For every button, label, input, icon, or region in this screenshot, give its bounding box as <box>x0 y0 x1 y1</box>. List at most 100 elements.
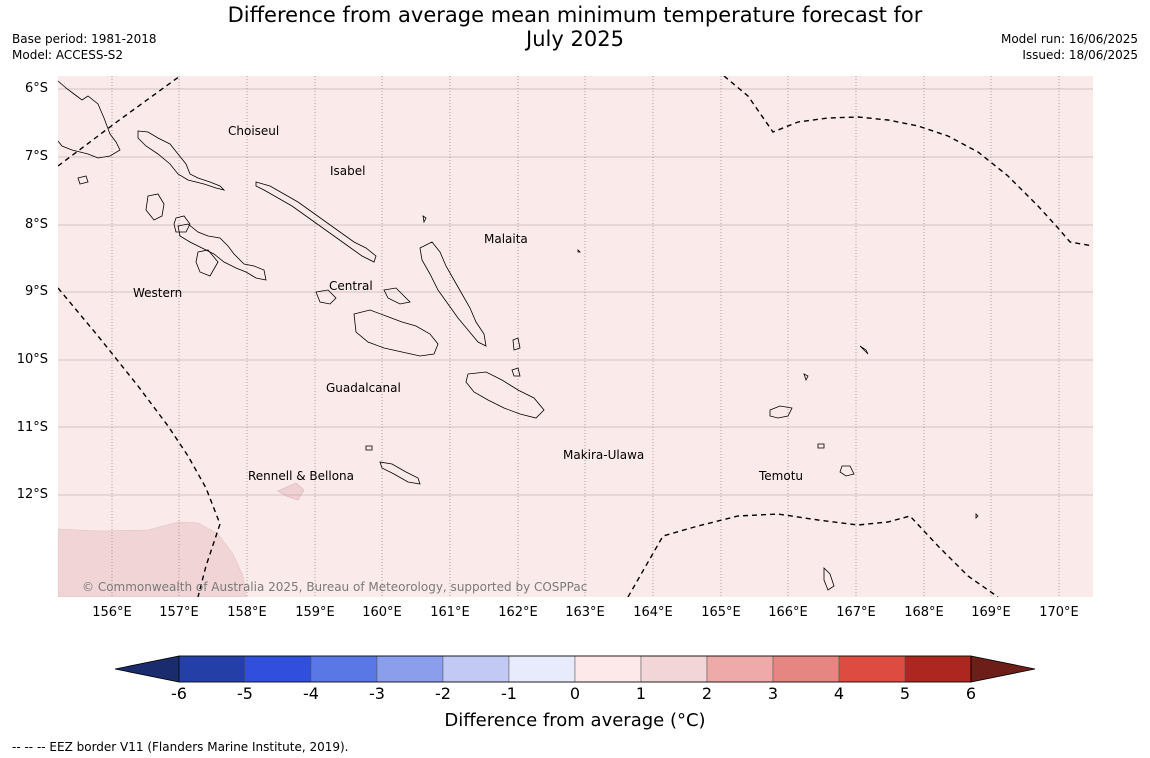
lat-label-9s: 9°S <box>24 284 48 299</box>
bellona-island <box>365 445 373 451</box>
cb-tick-m4: -4 <box>303 684 319 703</box>
lat-label-12s: 12°S <box>16 487 48 502</box>
colorbar <box>115 655 1036 683</box>
rennell-island <box>379 461 421 485</box>
map-area <box>58 76 1093 597</box>
cb-tick-6: 6 <box>965 684 977 703</box>
anuta <box>975 513 979 519</box>
colorbar-over-arrow <box>970 655 1036 683</box>
choiseul-island <box>137 130 226 191</box>
lon-label-166e: 166°E <box>768 605 808 620</box>
florida-islands <box>315 289 337 305</box>
rennell-patch <box>277 482 305 501</box>
region-guadalcanal: Guadalcanal <box>326 381 401 395</box>
lon-label-159e: 159°E <box>295 605 335 620</box>
lon-label-158e: 158°E <box>227 605 267 620</box>
colorbar-bin <box>508 655 576 683</box>
cb-tick-2: 2 <box>701 684 713 703</box>
utupua <box>817 443 825 449</box>
lat-label-8s: 8°S <box>24 217 48 232</box>
anomaly-patch <box>58 521 247 597</box>
colorbar-under-arrow <box>115 655 180 683</box>
malaita-island <box>419 241 487 347</box>
eez-northeast <box>723 76 1093 247</box>
duff-islands <box>859 345 869 355</box>
cb-tick-m2: -2 <box>435 684 451 703</box>
russell-islands <box>383 287 411 305</box>
title-line-1: Difference from average mean minimum tem… <box>227 3 923 27</box>
region-temotu: Temotu <box>759 469 804 483</box>
cb-tick-4: 4 <box>833 684 845 703</box>
eez-borders <box>58 76 1093 597</box>
lat-label-6s: 6°S <box>24 81 48 96</box>
lat-gridlines <box>58 88 1093 496</box>
lon-label-169e: 169°E <box>971 605 1011 620</box>
meta-left: Base period: 1981-2018 Model: ACCESS-S2 <box>12 31 157 63</box>
colorbar-frame <box>178 655 972 683</box>
coastlines <box>58 80 979 591</box>
colorbar-bins <box>178 655 972 683</box>
lon-label-161e: 161°E <box>430 605 470 620</box>
chart-title: Difference from average mean minimum tem… <box>0 3 1150 51</box>
cb-tick-m3: -3 <box>369 684 385 703</box>
lon-label-162e: 162°E <box>498 605 538 620</box>
base-period: Base period: 1981-2018 <box>12 32 157 46</box>
lon-label-170e: 170°E <box>1039 605 1079 620</box>
lon-label-163e: 163°E <box>565 605 605 620</box>
eez-south <box>627 513 999 597</box>
eez-bougainville <box>58 76 181 167</box>
region-western: Western <box>133 286 183 300</box>
eez-west <box>58 287 221 597</box>
copyright-text: © Commonwealth of Australia 2025, Bureau… <box>82 580 588 594</box>
colorbar-bin <box>904 655 972 683</box>
colorbar-bin <box>574 655 642 683</box>
lon-label-168e: 168°E <box>904 605 944 620</box>
bougainville <box>58 80 121 159</box>
tikopia <box>823 567 835 591</box>
lat-label-10s: 10°S <box>16 352 48 367</box>
guadalcanal-island <box>353 309 439 357</box>
kolombangara <box>173 215 191 233</box>
lon-label-157e: 157°E <box>159 605 199 620</box>
santa-cruz <box>769 405 793 419</box>
colorbar-bin <box>178 655 246 683</box>
cb-tick-m1: -1 <box>501 684 517 703</box>
cb-tick-m6: -6 <box>171 684 187 703</box>
colorbar-bin <box>442 655 510 683</box>
lon-label-165e: 165°E <box>701 605 741 620</box>
colorbar-bin <box>376 655 444 683</box>
lon-label-156e: 156°E <box>92 605 132 620</box>
region-rennell-bellona: Rennell & Bellona <box>248 469 355 483</box>
vella-lavella <box>145 193 165 221</box>
region-makira-ulawa: Makira-Ulawa <box>563 448 645 462</box>
colorbar-bin <box>310 655 378 683</box>
footnote: -- -- -- EEZ border V11 (Flanders Marine… <box>12 740 349 754</box>
colorbar-bin <box>640 655 708 683</box>
makira-island <box>465 371 545 419</box>
lon-label-164e: 164°E <box>633 605 673 620</box>
model-name: Model: ACCESS-S2 <box>12 48 124 62</box>
reef-islands <box>803 373 809 382</box>
cb-tick-m5: -5 <box>237 684 253 703</box>
isabel-island <box>255 181 377 263</box>
issued-date: Issued: 18/06/2025 <box>1022 48 1138 62</box>
meta-right: Model run: 16/06/2025 Issued: 18/06/2025 <box>1001 31 1138 63</box>
cb-tick-5: 5 <box>899 684 911 703</box>
ulawa <box>511 367 521 377</box>
shortland-islands <box>77 175 89 185</box>
lat-label-7s: 7°S <box>24 149 48 164</box>
colorbar-bin <box>706 655 774 683</box>
lon-label-160e: 160°E <box>362 605 402 620</box>
map-svg <box>58 76 1093 597</box>
colorbar-bin <box>244 655 312 683</box>
ontong-java <box>422 215 427 224</box>
region-choiseul: Choiseul <box>228 124 280 138</box>
sikaiana <box>577 249 581 253</box>
lat-label-11s: 11°S <box>16 420 48 435</box>
colorbar-label: Difference from average (°C) <box>444 710 706 731</box>
cb-tick-3: 3 <box>767 684 779 703</box>
vanikoro <box>839 465 855 477</box>
colorbar-bin <box>772 655 840 683</box>
colorbar-bin <box>838 655 906 683</box>
cb-tick-1: 1 <box>635 684 647 703</box>
